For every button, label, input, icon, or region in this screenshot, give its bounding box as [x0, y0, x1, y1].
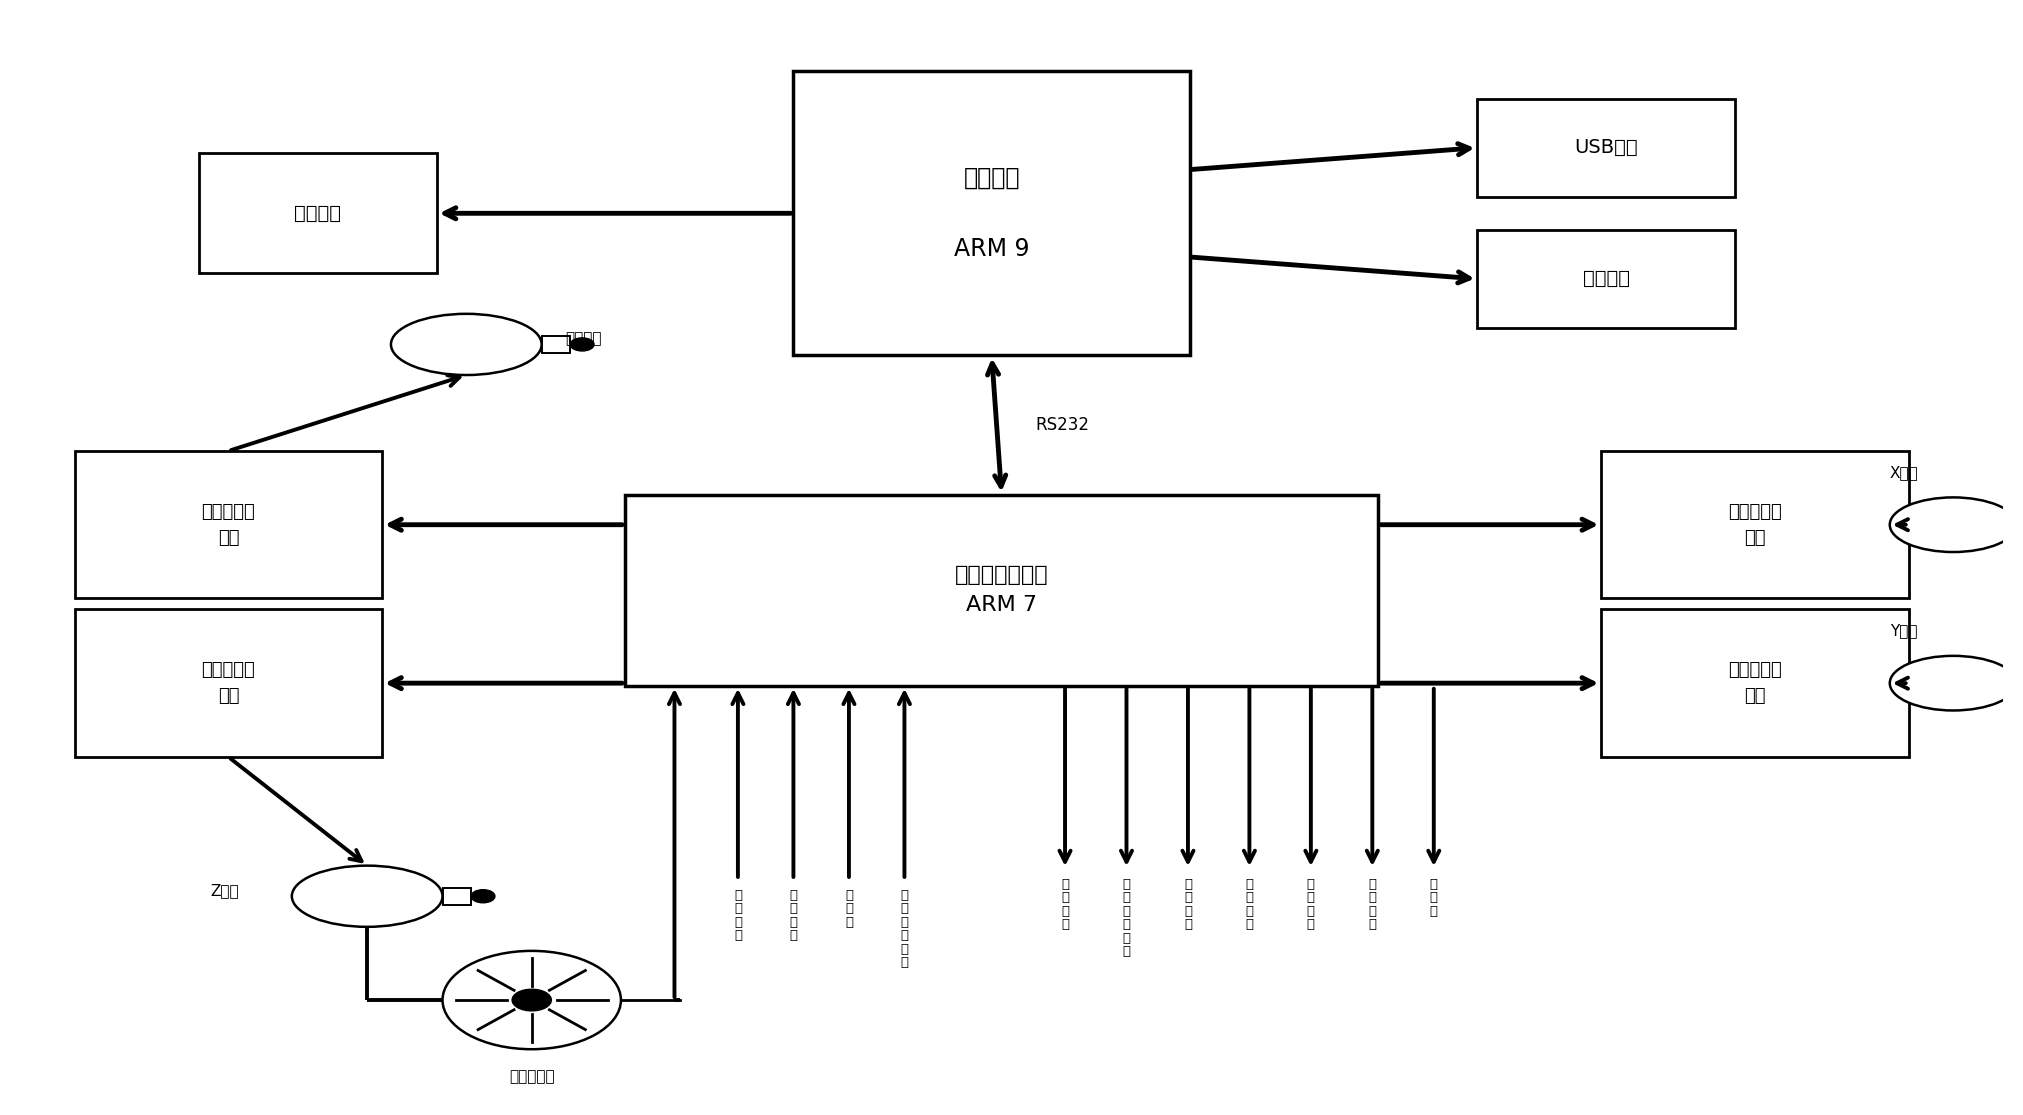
Text: 步进电机驱
动器: 步进电机驱 动器 — [1728, 661, 1782, 706]
Text: 蜂
鸣
器: 蜂 鸣 器 — [1430, 878, 1438, 918]
Text: 主控系统

ARM 9: 主控系统 ARM 9 — [955, 166, 1030, 261]
Ellipse shape — [1889, 656, 2017, 710]
Ellipse shape — [291, 865, 443, 927]
Text: 压
板
信
号: 压 板 信 号 — [1060, 878, 1068, 931]
Text: 步进电机驱
动器: 步进电机驱 动器 — [1728, 503, 1782, 547]
Ellipse shape — [390, 313, 542, 375]
FancyBboxPatch shape — [443, 888, 471, 904]
Text: 运
行
踏
板: 运 行 踏 板 — [734, 889, 742, 942]
Text: 压
脚
信
号: 压 脚 信 号 — [1183, 878, 1192, 931]
Text: Y方向: Y方向 — [1889, 623, 1918, 638]
FancyBboxPatch shape — [1477, 230, 1736, 328]
Ellipse shape — [1889, 497, 2017, 552]
Text: 辅
助
压
脚
信
号: 辅 助 压 脚 信 号 — [1123, 878, 1131, 958]
FancyBboxPatch shape — [1602, 450, 1908, 599]
Text: 断
线
检
测
开
关: 断 线 检 测 开 关 — [900, 889, 908, 969]
FancyBboxPatch shape — [2017, 517, 2023, 532]
Text: 光电编码器: 光电编码器 — [510, 1069, 554, 1084]
Text: 拔
线
信
号: 拔 线 信 号 — [1307, 878, 1315, 931]
Text: 绕线电机驱
动器: 绕线电机驱 动器 — [202, 503, 255, 547]
Text: Z方向: Z方向 — [210, 883, 239, 899]
Text: 伺服电机驱
动器: 伺服电机驱 动器 — [202, 661, 255, 706]
FancyBboxPatch shape — [2017, 676, 2023, 690]
FancyBboxPatch shape — [542, 336, 570, 352]
FancyBboxPatch shape — [198, 153, 437, 273]
Text: USB设备: USB设备 — [1574, 138, 1639, 157]
Text: X方向: X方向 — [1889, 465, 1918, 479]
Text: 暂
停
键: 暂 停 键 — [846, 889, 854, 929]
FancyBboxPatch shape — [1602, 610, 1908, 757]
FancyBboxPatch shape — [625, 495, 1378, 686]
Text: RS232: RS232 — [1036, 416, 1088, 434]
Text: 剪
线
信
号: 剪 线 信 号 — [1246, 878, 1254, 931]
FancyBboxPatch shape — [75, 450, 382, 599]
FancyBboxPatch shape — [793, 71, 1190, 356]
FancyBboxPatch shape — [1477, 98, 1736, 197]
Circle shape — [512, 989, 552, 1011]
Circle shape — [443, 951, 621, 1049]
Text: 机电控制子系统
ARM 7: 机电控制子系统 ARM 7 — [955, 565, 1048, 615]
Text: 松
线
信
号: 松 线 信 号 — [1368, 878, 1376, 931]
Text: 网络通讯: 网络通讯 — [1582, 270, 1631, 289]
Circle shape — [471, 890, 496, 903]
Text: 绕线电机: 绕线电机 — [566, 331, 603, 347]
Circle shape — [570, 338, 595, 351]
Text: 触摸显示: 触摸显示 — [293, 204, 342, 223]
Text: 压
板
踏
板: 压 板 踏 板 — [789, 889, 797, 942]
FancyBboxPatch shape — [75, 610, 382, 757]
